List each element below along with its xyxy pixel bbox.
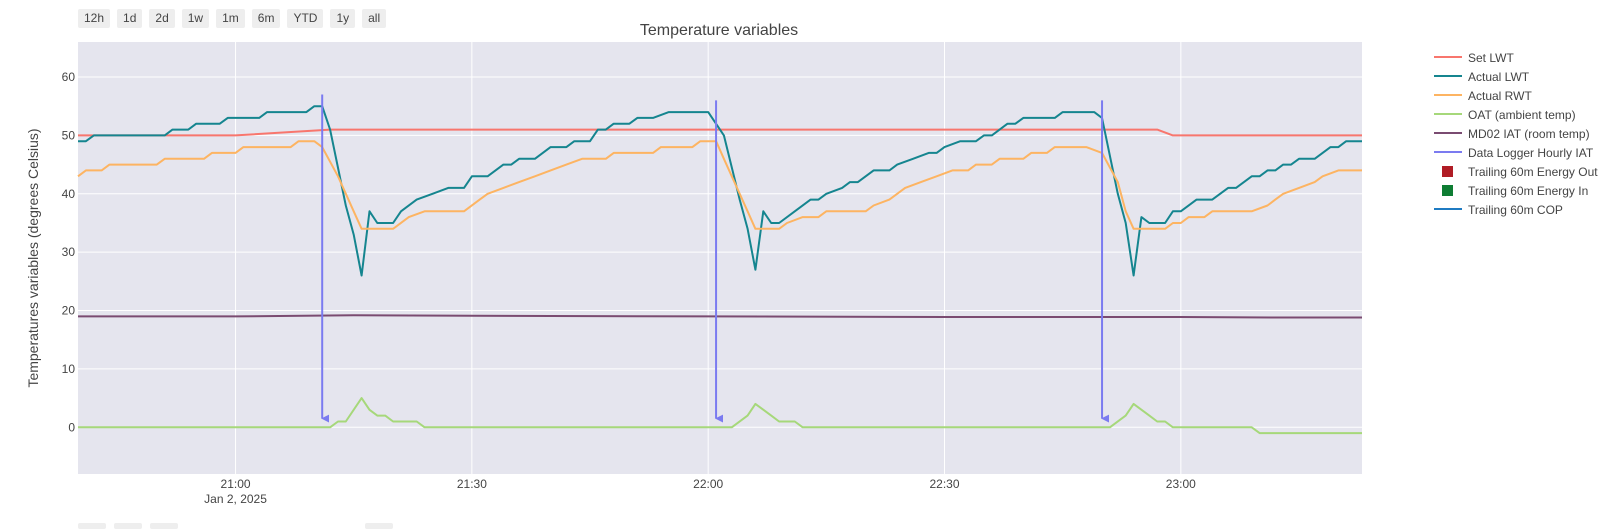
x-tick-label: 23:00	[1166, 477, 1196, 491]
legend-label: OAT (ambient temp)	[1468, 107, 1576, 122]
y-tick-label: 50	[62, 128, 76, 142]
y-tick-label: 20	[62, 304, 76, 318]
series-line-actual-rwt[interactable]	[77, 140, 1362, 230]
series-line-md02-iat-room-temp[interactable]	[78, 314, 1362, 319]
legend-swatch	[1432, 143, 1464, 162]
range-button-1m[interactable]: 1m	[216, 9, 245, 28]
series-line-actual-lwt[interactable]	[78, 105, 1362, 277]
y-tick-label: 30	[62, 245, 76, 259]
legend-swatch	[1432, 48, 1464, 67]
x-tick-sublabel: Jan 2, 2025	[204, 492, 267, 506]
legend-label: Actual LWT	[1468, 69, 1530, 84]
legend-swatch	[1432, 162, 1464, 181]
x-tick-label: 22:30	[929, 477, 959, 491]
range-button-6m[interactable]: 6m	[251, 9, 281, 28]
y-tick-label: 10	[62, 362, 76, 376]
range-slider-stub	[150, 523, 178, 529]
series-line-oat-ambient-temp[interactable]	[78, 397, 1362, 435]
legend-item[interactable]: Trailing 60m Energy Out	[1432, 162, 1598, 181]
legend-item[interactable]: Set LWT	[1432, 48, 1598, 67]
legend-item[interactable]: Actual LWT	[1432, 67, 1598, 86]
range-button-all[interactable]: all	[362, 9, 387, 28]
y-axis-label: Temperatures variables (degrees Celsius)	[25, 128, 41, 387]
range-button-1d[interactable]: 1d	[117, 9, 143, 28]
legend-item[interactable]: Trailing 60m COP	[1432, 200, 1598, 219]
legend-swatch	[1432, 181, 1464, 200]
x-tick-label: 22:00	[693, 477, 723, 491]
legend-item[interactable]: Actual RWT	[1432, 86, 1598, 105]
legend-label: Trailing 60m Energy Out	[1468, 164, 1598, 179]
legend-label: Trailing 60m COP	[1468, 202, 1563, 217]
legend-swatch	[1432, 67, 1464, 86]
range-slider-stub	[114, 523, 142, 529]
legend-item[interactable]: Data Logger Hourly IAT	[1432, 143, 1598, 162]
y-tick-label: 0	[68, 420, 75, 434]
series-line-set-lwt[interactable]	[78, 128, 1362, 137]
range-button-1y[interactable]: 1y	[330, 9, 356, 28]
legend-item[interactable]: OAT (ambient temp)	[1432, 105, 1598, 124]
legend: Set LWT Actual LWT Actual RWT OAT (ambient …	[1432, 48, 1598, 219]
x-tick-label: 21:00	[221, 477, 251, 491]
legend-label: MD02 IAT (room temp)	[1468, 126, 1590, 141]
range-button-2d[interactable]: 2d	[149, 9, 175, 28]
range-slider-stub	[365, 523, 393, 529]
range-selector: 12h 1d 2d 1w 1m 6m YTD 1y all	[78, 9, 387, 28]
legend-label: Set LWT	[1468, 50, 1514, 65]
y-tick-label: 40	[62, 187, 76, 201]
legend-swatch	[1432, 200, 1464, 219]
legend-swatch	[1432, 124, 1464, 143]
range-button-ytd[interactable]: YTD	[287, 9, 324, 28]
legend-label: Actual RWT	[1468, 88, 1532, 103]
legend-swatch	[1432, 105, 1464, 124]
legend-label: Data Logger Hourly IAT	[1468, 145, 1594, 160]
range-button-1w[interactable]: 1w	[181, 9, 210, 28]
x-tick-label: 21:30	[457, 477, 487, 491]
plot-area	[78, 42, 1362, 474]
range-button-12h[interactable]: 12h	[78, 9, 111, 28]
y-tick-label: 60	[62, 70, 76, 84]
legend-label: Trailing 60m Energy In	[1468, 183, 1589, 198]
chart-title: Temperature variables	[640, 22, 798, 39]
legend-item[interactable]: MD02 IAT (room temp)	[1432, 124, 1598, 143]
legend-item[interactable]: Trailing 60m Energy In	[1432, 181, 1598, 200]
range-slider-stub	[78, 523, 106, 529]
legend-swatch	[1432, 86, 1464, 105]
